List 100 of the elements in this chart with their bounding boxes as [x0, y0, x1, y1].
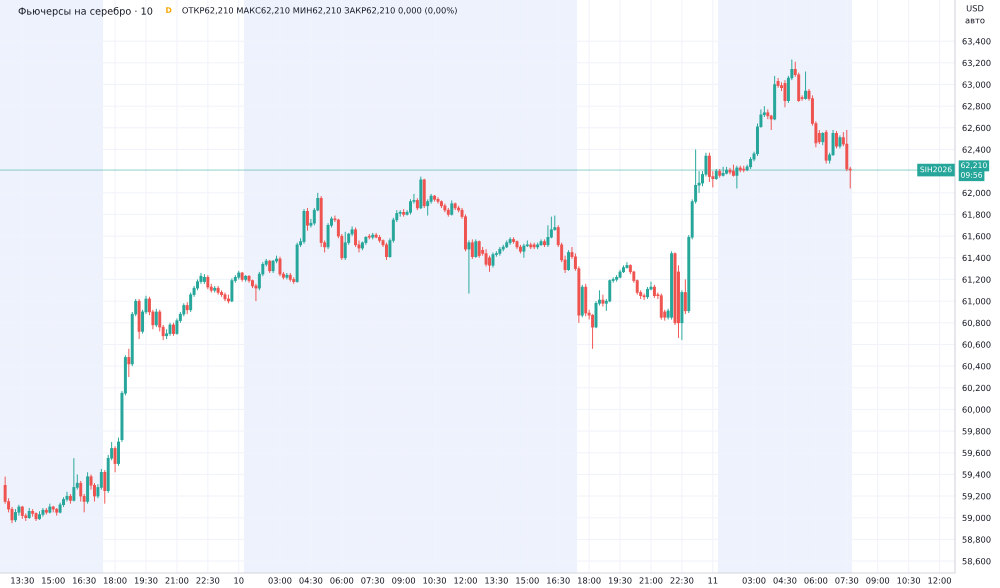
candlestick	[154, 308, 158, 328]
candlestick	[28, 508, 31, 520]
y-tick-label: 62,800	[962, 103, 991, 110]
candlestick	[652, 284, 656, 298]
y-tick-label: 58,600	[962, 558, 991, 566]
x-tick-label: 21:00	[166, 577, 188, 584]
candlestick	[20, 505, 24, 520]
y-tick-label: 63,200	[962, 60, 991, 67]
candlestick	[202, 274, 206, 284]
candlestick	[467, 240, 470, 294]
candlestick	[835, 130, 838, 149]
x-tick-label: 03:00	[742, 577, 766, 584]
x-tick-label: 19:30	[134, 577, 158, 584]
candlestick	[306, 207, 309, 232]
candlestick	[384, 242, 388, 260]
x-tick-label: 10:30	[898, 577, 920, 584]
candlestick	[14, 508, 17, 523]
candlestick	[783, 80, 786, 108]
text: Фьючерсы на серебро · 10	[18, 7, 152, 17]
candlestick	[470, 238, 474, 260]
candlestick	[776, 78, 780, 88]
y-tick-label: 60,800	[962, 320, 991, 327]
candlestick	[344, 231, 347, 260]
x-tick-label: 09:00	[392, 577, 416, 584]
x-tick-label: 11	[708, 577, 718, 584]
y-tick-label: 61,000	[962, 298, 991, 306]
y-tick-label: 59,000	[962, 514, 991, 522]
candlestick	[491, 252, 494, 268]
candlestick	[186, 302, 189, 315]
candlestick	[114, 446, 117, 473]
x-tick-label: 04:30	[299, 577, 322, 584]
x-tick-label: 09:00	[866, 577, 890, 584]
candlestick	[732, 164, 735, 178]
candlestick	[72, 458, 76, 502]
candlestick	[478, 240, 481, 258]
text: USD	[966, 5, 984, 12]
y-tick-label: 61,800	[962, 211, 991, 219]
candlestick	[416, 198, 419, 211]
candlestick	[821, 132, 824, 146]
y-tick-label: 62,400	[962, 146, 991, 154]
candlestick	[268, 259, 272, 274]
candlestick	[168, 322, 172, 336]
x-tick-label: 12:00	[454, 577, 477, 584]
candlestick	[591, 314, 594, 350]
x-tick-label: 06:00	[804, 577, 828, 584]
candlestick	[450, 200, 454, 216]
candlestick	[127, 348, 130, 378]
x-tick-label: 04:30	[773, 577, 796, 584]
x-tick-label: 07:30	[361, 577, 384, 584]
candlestick	[230, 278, 234, 303]
x-tick-label: 21:00	[640, 577, 662, 584]
candlestick	[103, 470, 106, 504]
y-tick-label: 62,600	[962, 124, 991, 132]
candlestick	[735, 165, 738, 189]
x-tick-label: 13:30	[485, 577, 508, 584]
x-tick-label: 15:00	[516, 577, 539, 584]
y-tick-label: 60,400	[962, 363, 991, 370]
x-tick-label: 22:30	[196, 577, 220, 584]
x-tick-label: 16:30	[547, 577, 570, 584]
y-tick-label: 63,000	[962, 81, 991, 89]
candlestick	[48, 503, 52, 514]
y-tick-label: 62,000	[962, 190, 991, 197]
candlestick	[254, 283, 258, 302]
y-tick-label: 61,200	[962, 276, 991, 284]
candlestick	[838, 134, 842, 149]
candlestick	[206, 274, 210, 290]
candlestick	[278, 256, 282, 277]
candlestick	[714, 168, 718, 180]
x-tick-label: 19:30	[608, 577, 632, 584]
x-tick-label: 18:00	[578, 577, 601, 584]
x-tick-label: 07:30	[835, 577, 858, 584]
x-tick-label: 16:30	[73, 577, 96, 584]
y-tick-label: 60,200	[962, 384, 991, 392]
y-tick-label: 59,600	[962, 450, 991, 457]
x-tick-label: 10:30	[423, 577, 446, 584]
y-tick-label: 59,200	[962, 493, 991, 500]
x-tick-label: 03:00	[268, 577, 292, 584]
x-tick-label: 15:00	[42, 577, 65, 584]
candlestick	[272, 259, 275, 274]
x-tick-label: 12:00	[928, 577, 951, 584]
x-tick-label: 22:30	[670, 577, 694, 584]
candlestick	[474, 238, 478, 258]
candlestick	[804, 71, 808, 100]
y-tick-label: 60,600	[962, 341, 991, 349]
text: ОТКР62,210 МАКС62,210 МИН62,210 ЗАКР62,210 0,000 (0,00%)	[182, 7, 457, 14]
x-tick-label: 18:00	[104, 577, 127, 584]
candlestick	[684, 278, 687, 315]
candlestick	[172, 322, 175, 336]
candlestick	[660, 293, 663, 320]
x-tick-label: 06:00	[330, 577, 354, 584]
y-tick-label: 60,000	[962, 406, 991, 414]
y-tick-label: 63,400	[962, 38, 991, 46]
x-tick-label: 13:30	[11, 577, 34, 584]
candlestick	[68, 493, 72, 504]
y-tick-label: 61,600	[962, 233, 991, 240]
candlestick	[522, 243, 526, 258]
y-tick-label: 59,800	[962, 428, 991, 436]
y-tick-label: 58,800	[962, 536, 991, 544]
text: авто	[966, 18, 985, 24]
candlestick	[722, 166, 725, 178]
